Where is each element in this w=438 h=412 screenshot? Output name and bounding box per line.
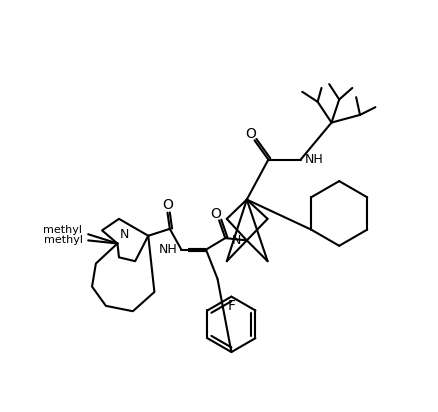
- Text: O: O: [162, 198, 173, 212]
- Text: F: F: [227, 299, 235, 313]
- Text: NH: NH: [159, 243, 177, 256]
- Text: O: O: [245, 127, 256, 141]
- Text: N: N: [120, 228, 129, 241]
- Text: methyl: methyl: [43, 225, 82, 235]
- Text: NH: NH: [304, 153, 323, 166]
- Text: methyl: methyl: [44, 235, 83, 246]
- Text: O: O: [210, 207, 221, 221]
- Text: N: N: [231, 234, 240, 247]
